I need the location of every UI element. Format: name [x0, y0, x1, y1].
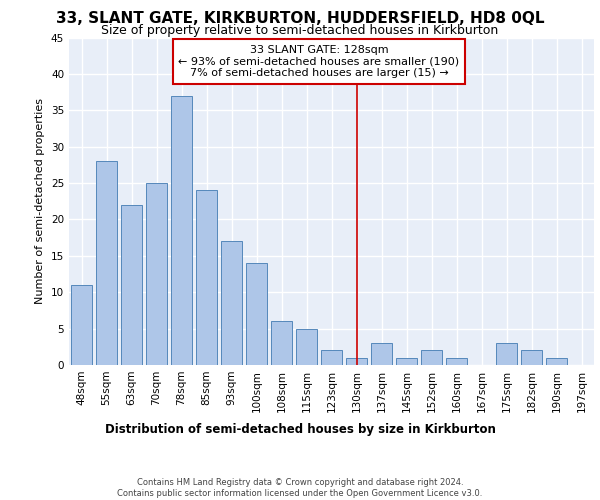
Text: Size of property relative to semi-detached houses in Kirkburton: Size of property relative to semi-detach…	[101, 24, 499, 37]
Bar	[71, 285, 92, 365]
Bar	[221, 242, 242, 365]
Bar	[171, 96, 192, 365]
Bar	[346, 358, 367, 365]
Bar	[296, 328, 317, 365]
Bar	[446, 358, 467, 365]
Bar	[396, 358, 417, 365]
Bar	[96, 161, 117, 365]
Bar	[496, 343, 517, 365]
Text: 33 SLANT GATE: 128sqm
← 93% of semi-detached houses are smaller (190)
7% of semi: 33 SLANT GATE: 128sqm ← 93% of semi-deta…	[178, 45, 460, 78]
Y-axis label: Number of semi-detached properties: Number of semi-detached properties	[35, 98, 46, 304]
Bar	[546, 358, 567, 365]
Bar	[121, 205, 142, 365]
Bar	[146, 183, 167, 365]
Text: Distribution of semi-detached houses by size in Kirkburton: Distribution of semi-detached houses by …	[104, 422, 496, 436]
Bar	[196, 190, 217, 365]
Bar	[271, 322, 292, 365]
Bar	[421, 350, 442, 365]
Bar	[321, 350, 342, 365]
Bar	[246, 263, 267, 365]
Bar	[521, 350, 542, 365]
Text: 33, SLANT GATE, KIRKBURTON, HUDDERSFIELD, HD8 0QL: 33, SLANT GATE, KIRKBURTON, HUDDERSFIELD…	[56, 11, 544, 26]
Bar	[371, 343, 392, 365]
Text: Contains HM Land Registry data © Crown copyright and database right 2024.
Contai: Contains HM Land Registry data © Crown c…	[118, 478, 482, 498]
